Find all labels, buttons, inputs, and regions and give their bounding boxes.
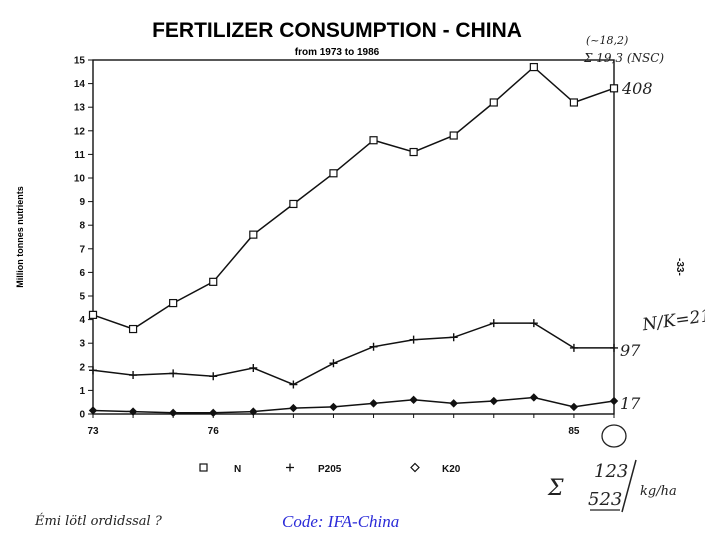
- legend-marker-p205: [286, 463, 294, 472]
- x-tick-label: 76: [208, 426, 220, 437]
- y-tick-label: 14: [74, 79, 86, 90]
- point-n: [249, 230, 258, 239]
- annotation-p-end: 97: [620, 341, 641, 360]
- legend-label-n: N: [234, 464, 241, 475]
- point-p205: [249, 363, 258, 372]
- point-k20: [369, 399, 378, 408]
- point-k20: [529, 393, 539, 402]
- source-code-label: Code: IFA-China: [282, 512, 400, 531]
- chart-title: FERTILIZER CONSUMPTION - CHINA: [152, 19, 522, 42]
- annotation-k-end: 17: [620, 394, 641, 413]
- y-tick-label: 12: [74, 126, 86, 137]
- point-k20: [249, 407, 258, 416]
- point-k20: [409, 395, 418, 405]
- point-n: [449, 131, 458, 140]
- y-tick-label: 7: [79, 244, 85, 255]
- y-tick-label: 11: [74, 150, 85, 161]
- point-p205: [569, 343, 578, 352]
- legend: N P205 K20: [199, 462, 461, 475]
- point-n: [369, 136, 378, 145]
- series-line-p205: [92, 322, 614, 386]
- point-p205: [369, 342, 378, 351]
- y-tick-label: 10: [74, 174, 86, 185]
- point-k20: [569, 402, 579, 412]
- annotation-bottom-left: Émi lötl ordidssal ?: [34, 513, 163, 529]
- series-line-k20: [92, 396, 615, 414]
- point-p205: [529, 319, 538, 328]
- annotation-unit: kg/ha: [640, 484, 677, 499]
- annotation-ratio: N/K=21: [640, 306, 705, 336]
- point-p205: [449, 333, 458, 342]
- fraction-slash: [621, 459, 637, 513]
- y-axis-label: Million tonnes nutrients: [15, 186, 25, 288]
- point-k20: [489, 396, 498, 406]
- y-tick-label: 8: [79, 221, 85, 232]
- y-tick-label: 15: [74, 56, 86, 67]
- point-n: [609, 84, 619, 93]
- point-p205: [289, 380, 298, 389]
- point-k20: [329, 402, 338, 412]
- point-k20: [209, 408, 218, 418]
- y-tick-label: 4: [79, 315, 85, 326]
- y-tick-label: 13: [74, 103, 86, 114]
- point-p205: [209, 372, 218, 381]
- y-tick-label: 1: [79, 386, 85, 397]
- point-n: [489, 98, 498, 107]
- y-tick-label: 6: [79, 268, 85, 279]
- annotation-frac-bottom: 523: [588, 489, 622, 510]
- point-n: [128, 324, 138, 334]
- point-p205: [89, 366, 97, 375]
- annotation-n-end: 408: [621, 79, 653, 98]
- point-n: [209, 277, 218, 286]
- y-tick-label: 9: [79, 197, 85, 208]
- chart-subtitle: from 1973 to 1986: [295, 47, 380, 58]
- annotation-top-right-2: Σ 19,3 (NSC): [583, 51, 664, 65]
- point-k20: [449, 399, 458, 408]
- point-n: [409, 147, 418, 157]
- point-p205: [489, 319, 498, 328]
- point-n: [329, 169, 338, 178]
- series-layer: [88, 62, 619, 418]
- series-line-n: [92, 66, 615, 330]
- point-k20: [168, 408, 178, 418]
- plot-frame: [92, 59, 615, 415]
- page-number: -33-: [674, 258, 685, 276]
- annotation-sigma: Σ: [547, 476, 564, 501]
- x-axis: 73 76 85: [87, 414, 615, 437]
- legend-marker-n: [199, 463, 208, 472]
- point-k20: [88, 406, 98, 415]
- point-n: [529, 62, 538, 72]
- y-tick-label: 0: [79, 410, 85, 421]
- point-k20: [128, 407, 138, 416]
- x-tick-label: 73: [87, 426, 99, 437]
- annotation-frac-top: 123: [594, 461, 628, 482]
- y-tick-label: 2: [79, 362, 85, 373]
- point-p205: [610, 343, 618, 352]
- legend-label-p205: P205: [318, 464, 342, 475]
- legend-label-k20: K20: [442, 464, 461, 475]
- point-p205: [129, 371, 138, 380]
- point-p205: [329, 359, 338, 368]
- legend-marker-k20: [410, 462, 420, 473]
- point-n: [289, 199, 298, 209]
- y-tick-label: 5: [79, 292, 85, 303]
- point-n: [169, 298, 178, 308]
- y-tick-label: 3: [79, 339, 85, 350]
- annotation-top-right-1: (~18,2): [586, 34, 628, 47]
- point-k20: [609, 396, 619, 406]
- point-p205: [409, 335, 418, 344]
- x-tick-label: 85: [568, 426, 580, 437]
- circle-85-mark: [601, 424, 627, 448]
- point-n: [88, 310, 98, 319]
- point-n: [569, 98, 579, 107]
- point-p205: [169, 369, 178, 378]
- point-k20: [289, 403, 298, 413]
